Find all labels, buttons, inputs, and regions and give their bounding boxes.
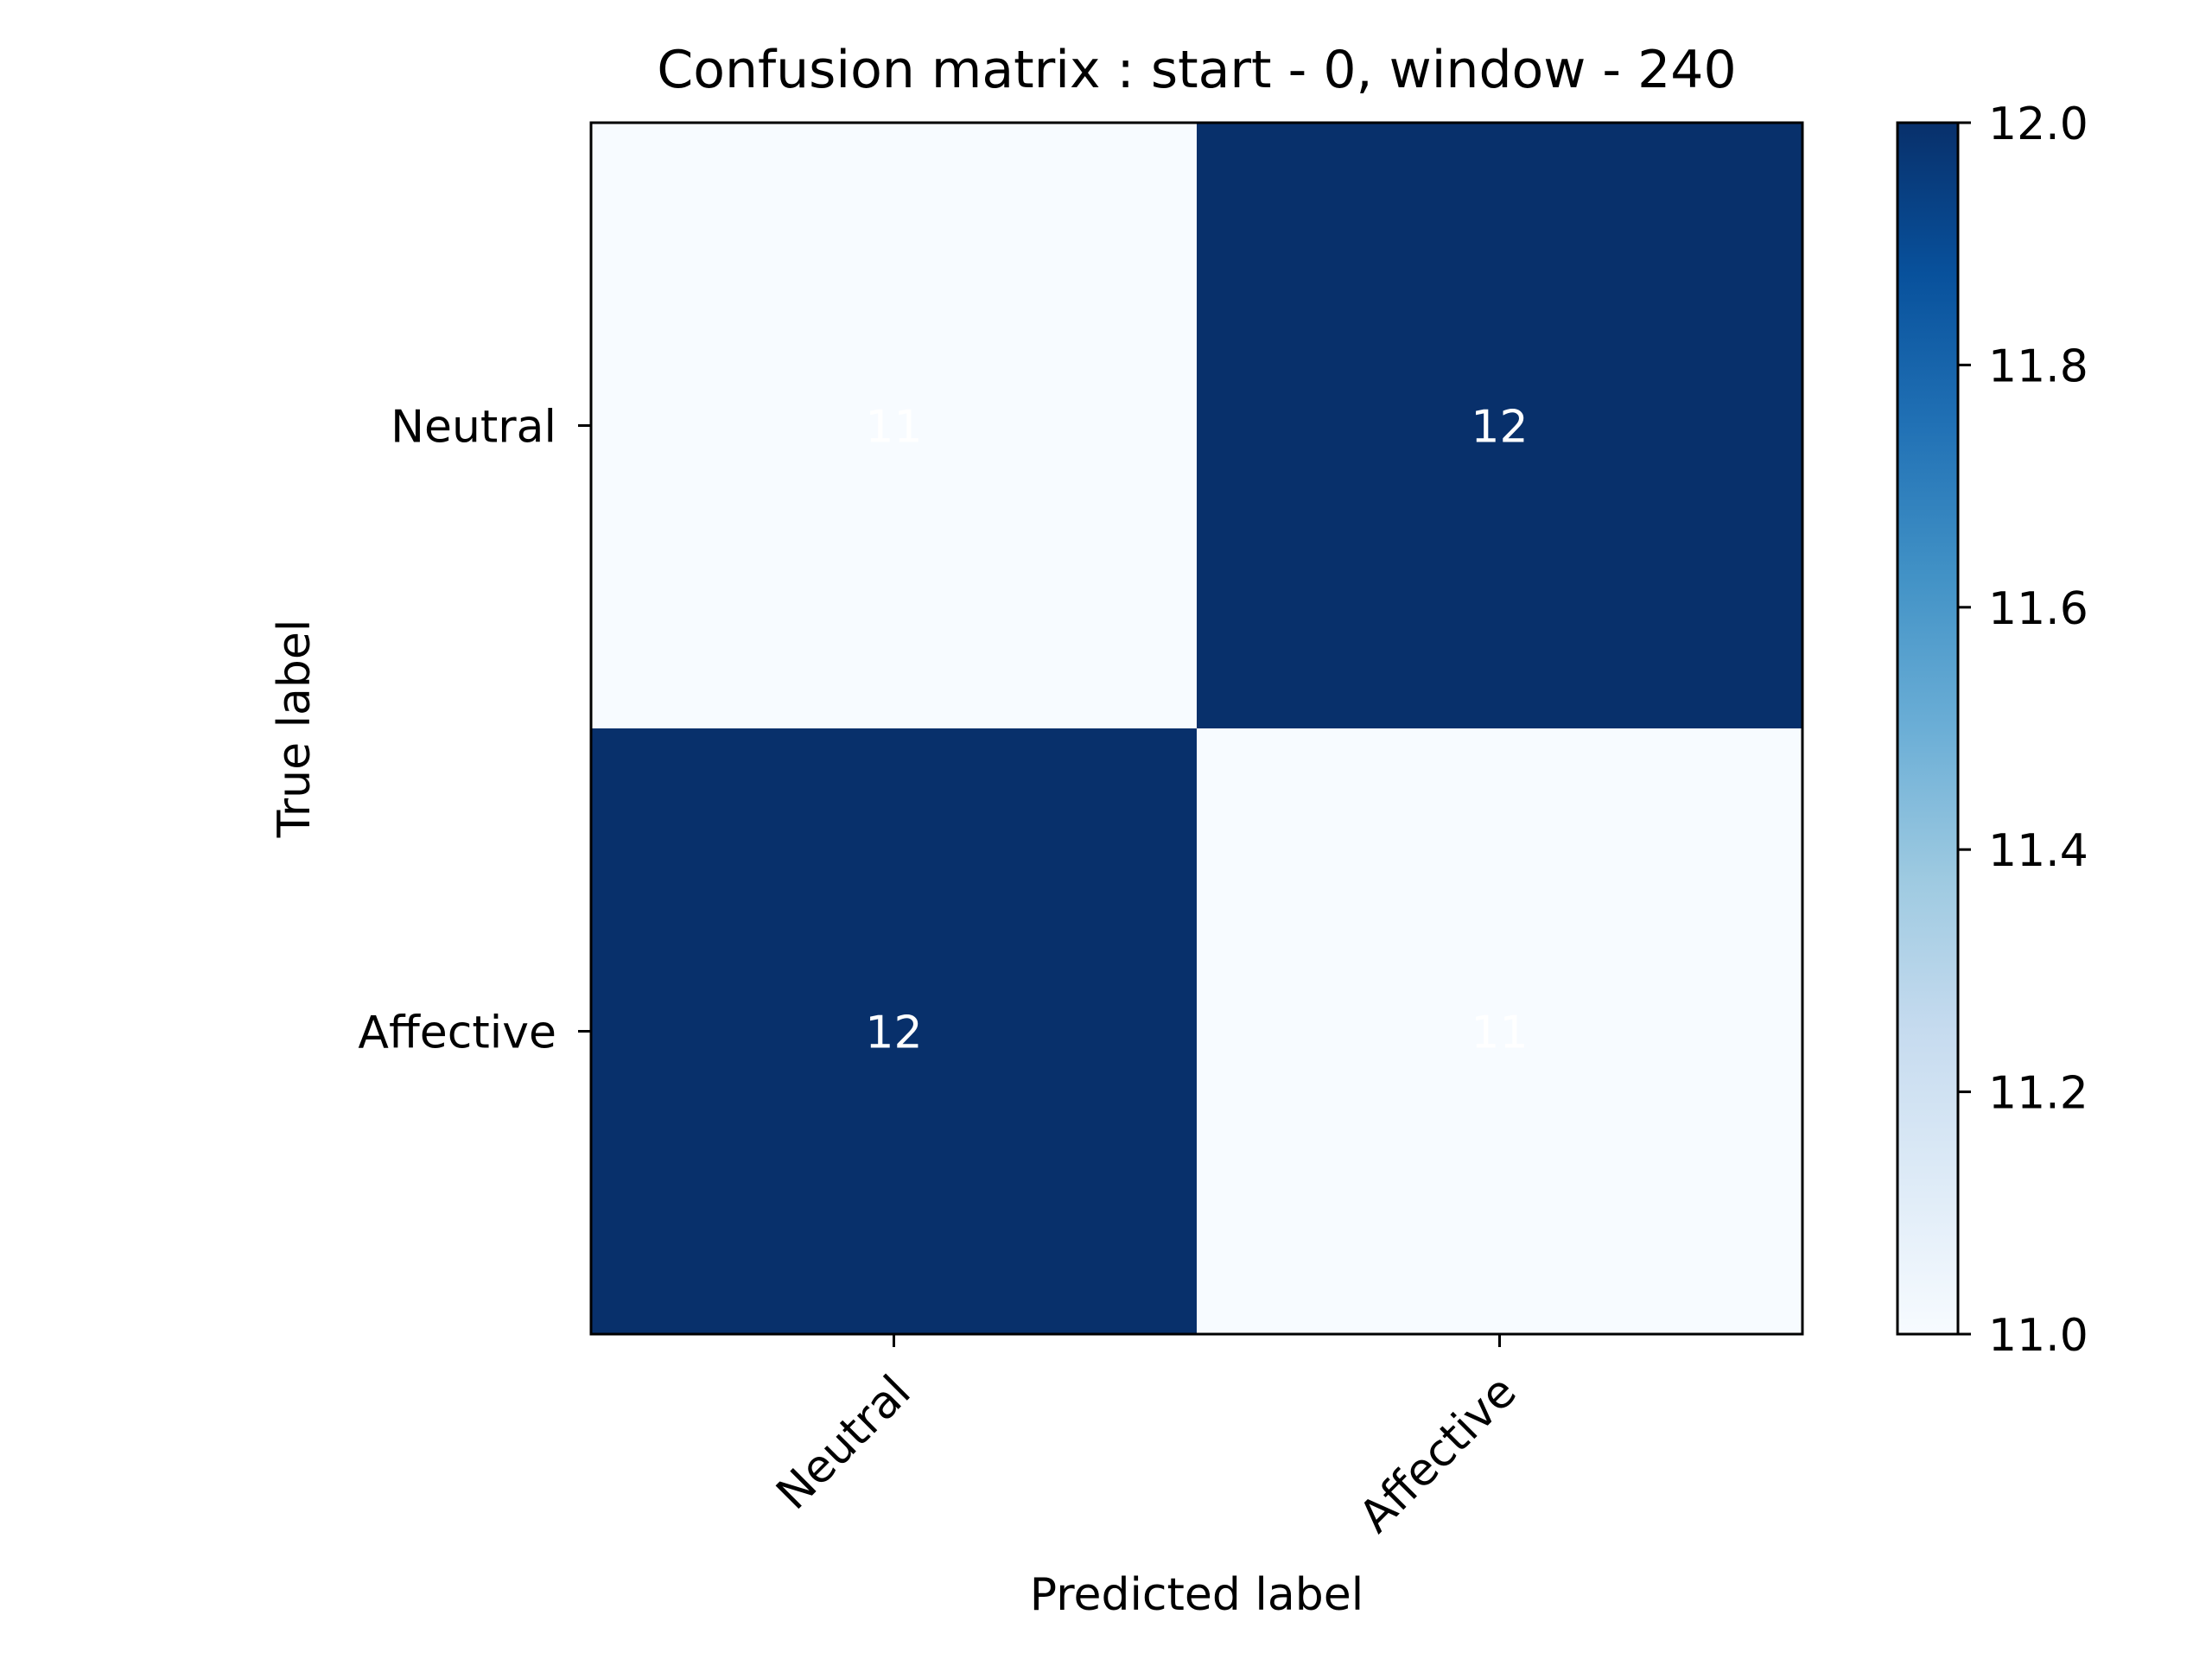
plot-area-frame — [589, 121, 1804, 1336]
chart-title: Confusion matrix : start - 0, window - 2… — [657, 40, 1736, 100]
colorbar-tick-label: 11.0 — [1988, 1310, 2088, 1362]
cell-value-label: 12 — [1471, 402, 1528, 454]
heatmap-cell — [591, 123, 1197, 728]
cell-value-label: 11 — [865, 402, 922, 454]
colorbar-ticks: 11.0 11.2 11.4 11.6 11.8 12.0 — [1958, 99, 2088, 1362]
heatmap-cell — [591, 728, 1197, 1334]
x-tick-label: Affective — [1350, 1366, 1527, 1543]
heatmap-cell — [1197, 123, 1802, 728]
x-axis-label: Predicted label — [1030, 1569, 1363, 1621]
colorbar-tick-label: 12.0 — [1988, 99, 2088, 150]
y-axis-ticks: Neutral Affective — [358, 402, 591, 1059]
colorbar-tick-label: 11.6 — [1988, 583, 2088, 635]
x-axis-ticks: Neutral Affective — [767, 1334, 1527, 1543]
colorbar-tick-label: 11.8 — [1988, 340, 2088, 392]
heatmap-cells — [591, 123, 1802, 1334]
y-axis-label: True label — [269, 620, 321, 839]
y-tick-label: Neutral — [391, 402, 556, 454]
colorbar-tick-label: 11.2 — [1988, 1068, 2088, 1120]
cell-value-label: 11 — [1471, 1007, 1528, 1059]
colorbar — [1896, 121, 1960, 1336]
heatmap-cell — [1197, 728, 1802, 1334]
y-tick-label: Affective — [358, 1007, 556, 1059]
cell-value-label: 12 — [865, 1007, 922, 1059]
colorbar-tick-label: 11.4 — [1988, 825, 2088, 877]
heatmap-cell-labels: 11 12 12 11 — [865, 402, 1528, 1059]
x-tick-label: Neutral — [767, 1366, 921, 1520]
